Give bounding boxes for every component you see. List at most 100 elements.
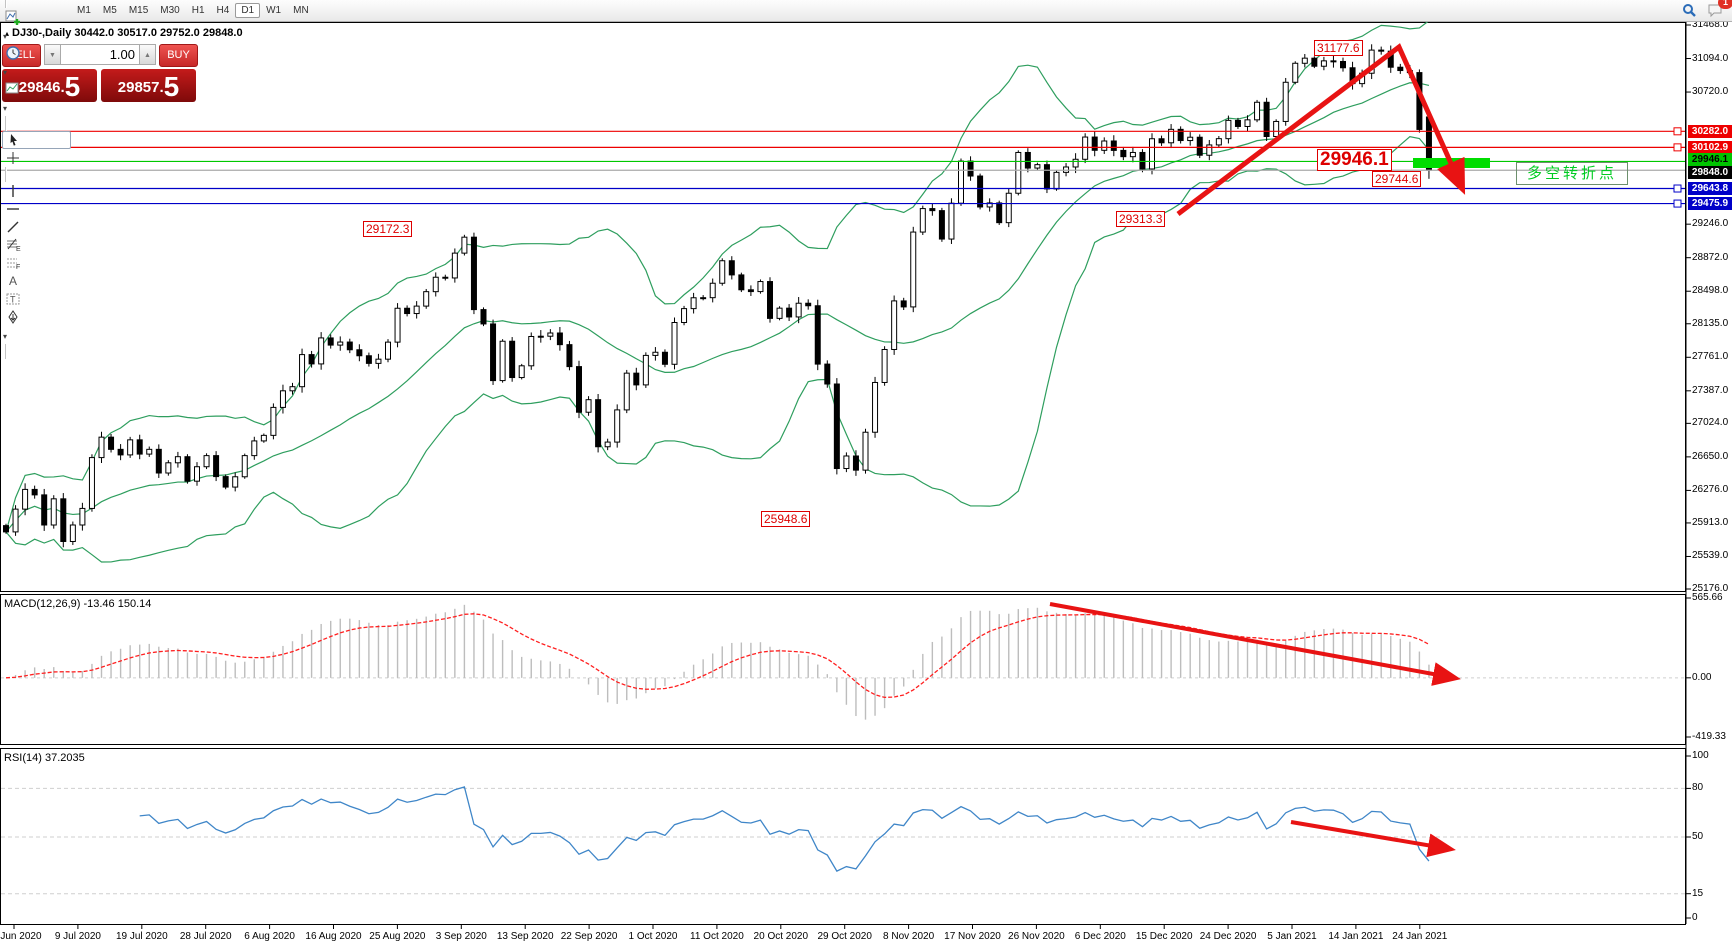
- timeframe-h4[interactable]: H4: [216, 5, 230, 16]
- timeframe-m15[interactable]: M15: [128, 5, 149, 16]
- price-axis-tick: 30720.0: [1692, 86, 1729, 98]
- date-axis-label: 11 Oct 2020: [690, 931, 744, 942]
- annotation-november-swing[interactable]: 29313.3: [1116, 211, 1166, 227]
- date-axis-label: 25 Aug 2020: [369, 931, 426, 942]
- timeframe-m1[interactable]: M1: [77, 5, 91, 16]
- rsi-axis-tick: 50: [1692, 831, 1704, 842]
- rsi-axis-tick: 80: [1692, 782, 1704, 794]
- date-axis-label: 8 Nov 2020: [883, 931, 935, 942]
- price-axis-tick: 28498.0: [1692, 285, 1729, 297]
- price-tag-support-1: 29643.8: [1688, 182, 1732, 195]
- price-axis-tick: 31468.0: [1692, 19, 1729, 30]
- toolbar-right: 1: [1679, 0, 1732, 20]
- rsi-axis-tick: 0: [1692, 912, 1698, 923]
- clock-icon[interactable]: [2, 44, 71, 62]
- dropdown-caret-icon[interactable]: ▾: [3, 331, 8, 341]
- toolbar-separator: [5, 166, 6, 182]
- timeframe-h1[interactable]: H1: [191, 5, 205, 16]
- text-icon[interactable]: A: [2, 272, 71, 290]
- buy-price-display[interactable]: 29857. 5: [101, 69, 196, 102]
- fibo-icon[interactable]: E: [2, 236, 71, 254]
- price-axis-tick: 25539.0: [1692, 550, 1729, 562]
- price-axis-tick: 26650.0: [1692, 450, 1729, 462]
- macd-label: MACD(12,26,9) -13.46 150.14: [4, 598, 152, 610]
- toolbar-separator: [5, 343, 6, 359]
- price-axis-tick: 27387.0: [1692, 384, 1729, 396]
- date-axis-label: 17 Nov 2020: [944, 931, 1001, 942]
- timeframe-m5[interactable]: M5: [102, 5, 117, 16]
- rsi-axis-tick: 100: [1692, 750, 1709, 761]
- price-tag-resistance-2: 30102.9: [1688, 141, 1732, 154]
- fibo-channel-icon[interactable]: F: [2, 254, 71, 272]
- sell-price-frac: 5: [64, 71, 81, 102]
- label-icon[interactable]: T: [2, 290, 71, 308]
- dropdown-caret-icon[interactable]: ▾: [3, 103, 8, 113]
- template-icon[interactable]: [2, 80, 71, 98]
- price-tag-support-2: 29475.9: [1688, 197, 1732, 210]
- svg-text:E: E: [16, 246, 21, 253]
- price-axis-tick: 26276.0: [1692, 484, 1729, 496]
- date-axis-label: 19 Jul 2020: [115, 931, 168, 942]
- date-axis-label: 28 Jul 2020: [179, 931, 232, 942]
- crosshair-icon[interactable]: [2, 149, 71, 167]
- price-tag-resistance-1: 30282.0: [1688, 125, 1732, 138]
- search-icon[interactable]: [1679, 2, 1700, 20]
- date-axis-label: 26 Nov 2020: [1008, 931, 1065, 942]
- cursor-icon[interactable]: [2, 130, 71, 149]
- vline-icon[interactable]: [2, 182, 71, 200]
- macd-axis-max: 565.66: [1692, 592, 1723, 603]
- date-axis-label: 1 Oct 2020: [628, 931, 678, 942]
- volume-down-button[interactable]: ▼: [44, 44, 61, 65]
- timeframe-d1[interactable]: D1: [235, 3, 261, 18]
- timeframe-w1[interactable]: W1: [266, 5, 282, 16]
- toolbar-separator: [5, 0, 6, 8]
- annotation-october-low[interactable]: 25948.6: [761, 511, 811, 527]
- buy-price-frac: 5: [163, 71, 180, 102]
- annotation-august-swing[interactable]: 29172.3: [363, 221, 413, 237]
- annotation-peak-price[interactable]: 31177.6: [1314, 40, 1363, 56]
- date-axis-label: 13 Sep 2020: [496, 931, 554, 942]
- date-axis-label: 22 Sep 2020: [560, 931, 618, 942]
- date-axis-label: 6 Dec 2020: [1074, 931, 1126, 942]
- dropdown-caret-icon[interactable]: ▾: [3, 67, 8, 77]
- buy-button[interactable]: BUY: [159, 44, 198, 67]
- shapes-icon[interactable]: [2, 308, 71, 326]
- indicators-icon[interactable]: [2, 8, 71, 26]
- price-axis-tick: 29246.0: [1692, 218, 1729, 230]
- annotation-pivot-price[interactable]: 29946.1: [1317, 149, 1392, 171]
- svg-text:F: F: [16, 264, 20, 271]
- dropdown-caret-icon[interactable]: ▾: [3, 31, 8, 41]
- timeframe-m30[interactable]: M30: [160, 5, 180, 16]
- volume-input[interactable]: [61, 44, 139, 65]
- macd-axis-min: -419.33: [1692, 731, 1726, 742]
- svg-text:T: T: [10, 294, 16, 304]
- hline-icon[interactable]: [2, 200, 71, 218]
- date-axis-label: 3 Sep 2020: [435, 931, 487, 942]
- price-axis-tick: 27024.0: [1692, 417, 1729, 429]
- timeframe-mn[interactable]: MN: [293, 5, 309, 16]
- price-axis-tick: 25913.0: [1692, 516, 1729, 528]
- price-axis-tick: 31094.0: [1692, 52, 1729, 64]
- price-axis-tick: 25176.0: [1692, 583, 1729, 594]
- trendline-icon[interactable]: [2, 218, 71, 236]
- symbol-marker-icon: ▴: [5, 29, 10, 38]
- rsi-label: RSI(14) 37.2035: [4, 752, 85, 764]
- date-axis-label: 6 Aug 2020: [244, 931, 295, 942]
- toolbar-separator: [5, 115, 6, 131]
- price-tag-current: 29848.0: [1688, 166, 1732, 179]
- date-axis-label: 5 Jan 2021: [1267, 931, 1317, 942]
- volume-up-button[interactable]: ▲: [139, 44, 156, 65]
- date-axis-label: 15 Dec 2020: [1135, 931, 1193, 942]
- date-axis-label: 29 Oct 2020: [817, 931, 872, 942]
- date-axis-label: 20 Oct 2020: [753, 931, 809, 942]
- chat-icon[interactable]: 1: [1704, 0, 1732, 20]
- date-axis-label: 30 Jun 2020: [0, 931, 42, 942]
- price-axis-tick: 28135.0: [1692, 317, 1729, 329]
- chart-title-text: DJ30-,Daily 30442.0 30517.0 29752.0 2984…: [12, 27, 243, 39]
- annotation-retest-price[interactable]: 29744.6: [1372, 171, 1422, 187]
- annotation-pivot-note-cn[interactable]: 多空转折点: [1516, 162, 1628, 185]
